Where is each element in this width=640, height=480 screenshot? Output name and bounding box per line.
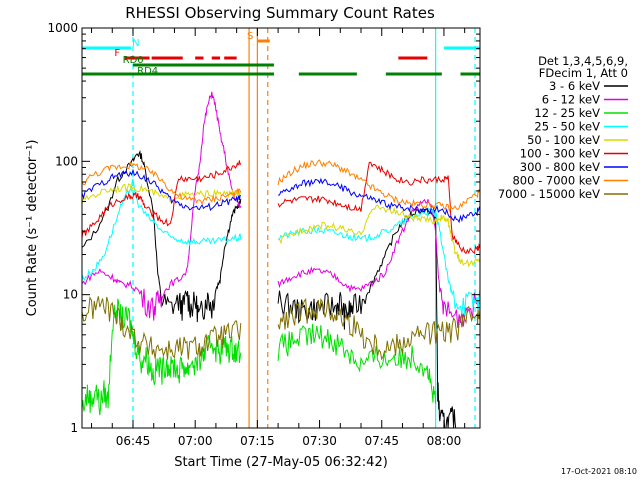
flag-label-S: S: [247, 31, 253, 42]
legend-label-1: 6 - 12 keV: [542, 93, 600, 107]
series-line-0: [81, 149, 457, 429]
legend: Det 1,3,4,5,6,9,FDecim 1, Att 03 - 6 keV…: [498, 54, 628, 201]
series-line-6: [81, 168, 481, 224]
legend-label-6: 300 - 800 keV: [520, 160, 600, 174]
legend-label-3: 25 - 50 keV: [534, 120, 600, 134]
x-tick-label-1: 07:00: [178, 434, 213, 448]
legend-label-7: 800 - 7000 keV: [512, 174, 600, 188]
flag-label-RD4: RD4: [137, 66, 158, 77]
x-axis-label: Start Time (27-May-05 06:32:42): [174, 455, 388, 470]
x-tick-label-2: 07:15: [240, 434, 275, 448]
series-line-1: [81, 91, 481, 329]
series-line-3: [81, 178, 481, 316]
plot-frame: [81, 27, 481, 429]
legend-label-8: 7000 - 15000 keV: [498, 187, 600, 201]
series-line-7: [81, 159, 481, 212]
y-tick-label-2: 100: [55, 154, 78, 168]
y-axis-label: Count Rate (s⁻¹ detector⁻¹): [25, 140, 40, 317]
generation-timestamp: 17-Oct-2021 08:10: [561, 467, 637, 476]
series-line-5: [81, 160, 481, 255]
axes: 1 10 100 1000 06:45 07:00 07:15 07:30 07:45 08:00: [47, 21, 480, 448]
flag-label-RD0: RD0: [123, 55, 144, 66]
legend-label-4: 50 - 100 keV: [527, 133, 600, 147]
y-tick-label-0: 1: [70, 421, 78, 435]
legend-label-0: 3 - 6 keV: [549, 79, 600, 93]
series-line-4: [81, 183, 481, 268]
legend-header-0: Det 1,3,4,5,6,9,: [538, 54, 628, 68]
x-tick-label-3: 07:30: [302, 434, 337, 448]
flag-label-N: N: [132, 38, 139, 49]
x-tick-label-5: 08:00: [427, 434, 462, 448]
x-tick-label-4: 07:45: [364, 434, 399, 448]
legend-label-2: 12 - 25 keV: [534, 106, 600, 120]
data-series: [81, 91, 481, 429]
legend-header-1: FDecim 1, Att 0: [539, 66, 628, 80]
legend-label-5: 100 - 300 keV: [520, 147, 600, 161]
series-line-2: [81, 298, 437, 416]
chart-title: RHESSI Observing Summary Count Rates: [125, 4, 435, 22]
series-line-8: [81, 296, 481, 361]
y-tick-label-3: 1000: [47, 21, 78, 35]
flag-label-F: F: [114, 48, 120, 59]
y-tick-label-1: 10: [63, 288, 78, 302]
x-tick-label-0: 06:45: [116, 434, 151, 448]
